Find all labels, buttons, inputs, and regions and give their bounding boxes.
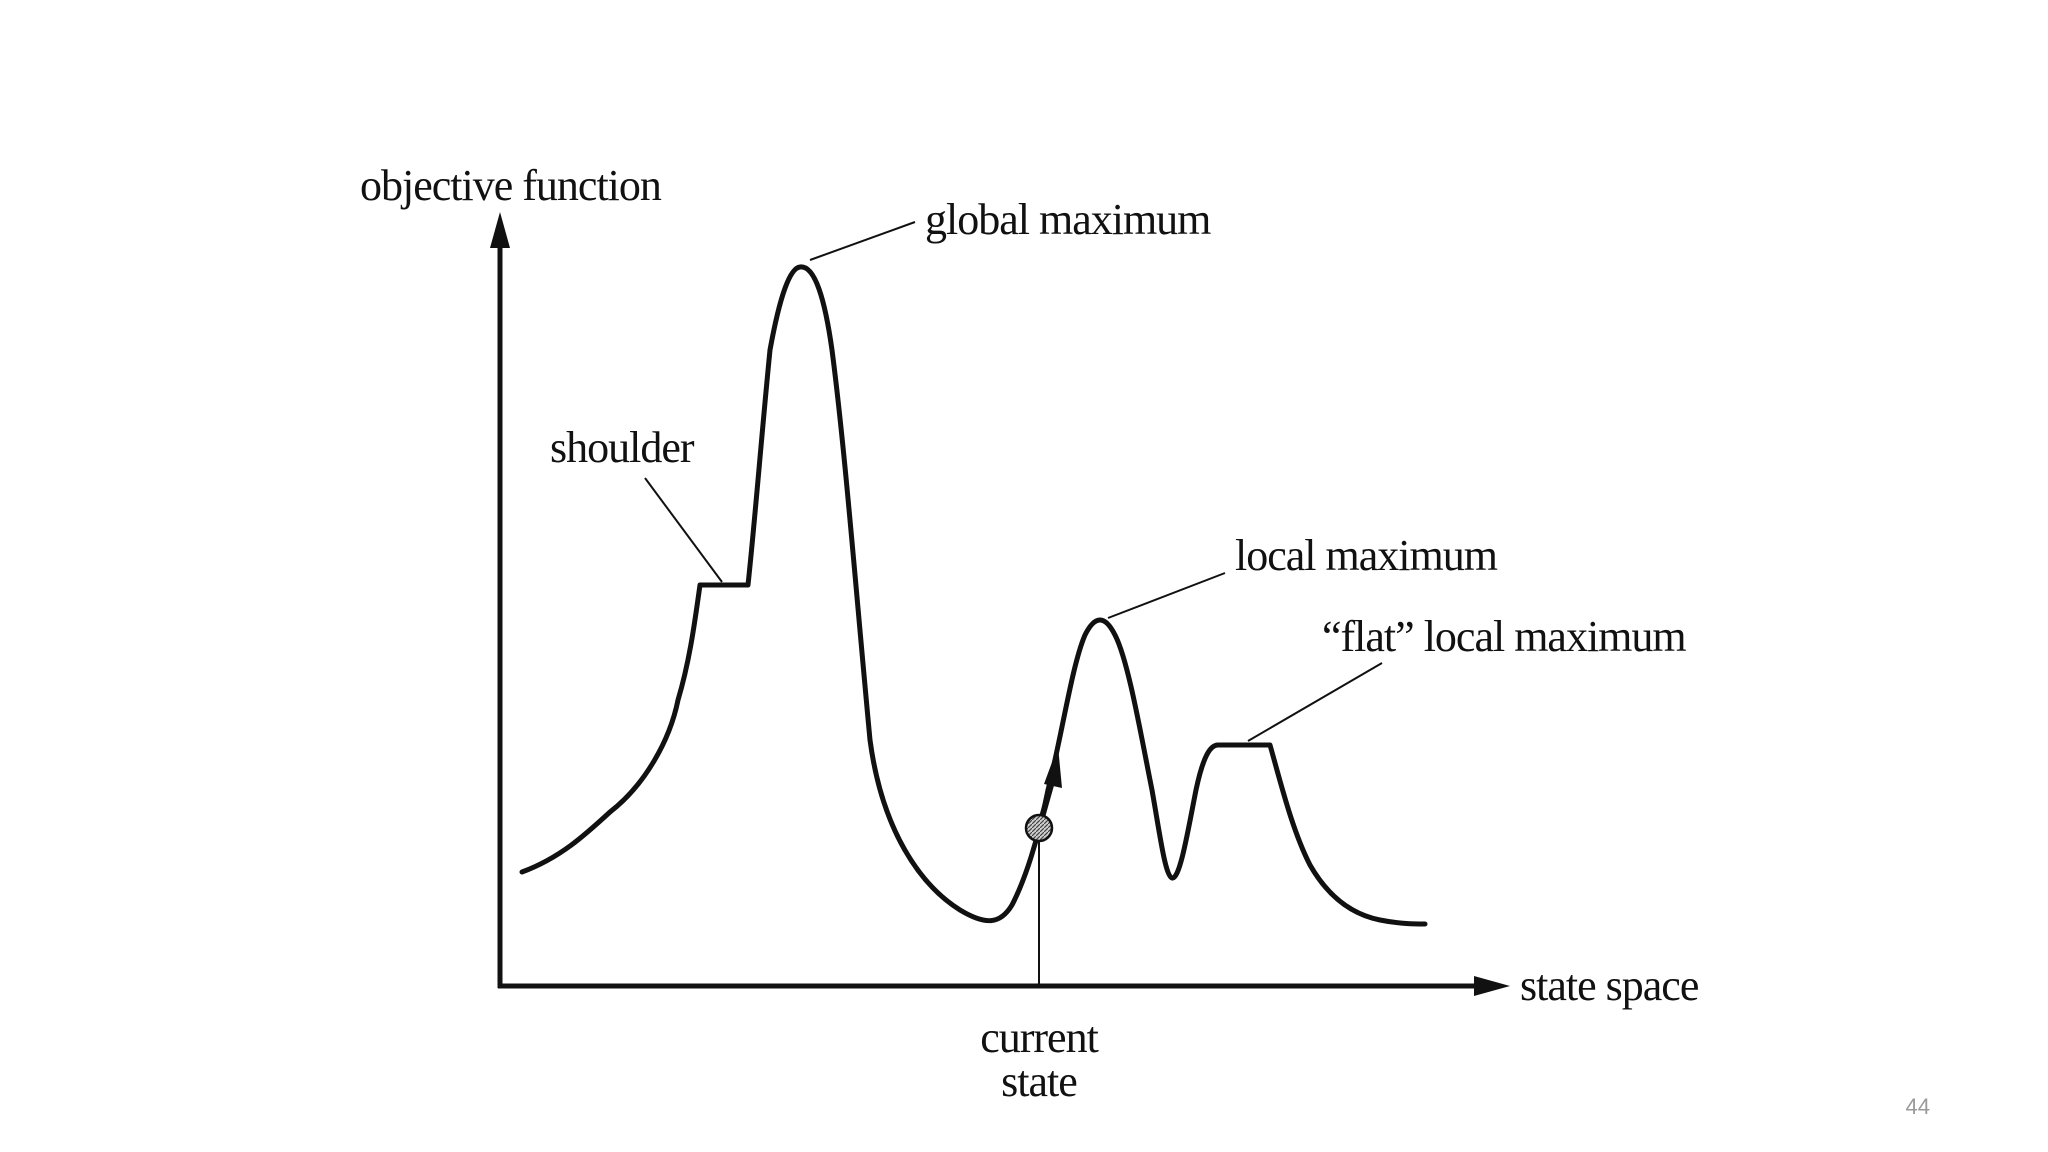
flat-local-maximum-label: “flat” local maximum (1322, 612, 1686, 661)
x-axis-label: state space (1520, 961, 1698, 1010)
shoulder-leader (644, 477, 723, 583)
current-state-label-line1: current (980, 1013, 1098, 1062)
flat-local-maximum-leader (1247, 662, 1383, 742)
current-state-marker (1024, 746, 1062, 985)
current-state-label-line2: state (1001, 1057, 1077, 1106)
y-axis-label: objective function (360, 161, 662, 210)
axes (490, 212, 1510, 996)
current-state-dot (1024, 813, 1054, 843)
leader-lines (644, 221, 1383, 742)
local-maximum-leader (1107, 572, 1226, 619)
global-maximum-leader (809, 221, 916, 261)
shoulder-label: shoulder (550, 423, 695, 472)
objective-function-curve (519, 264, 1428, 927)
y-axis-arrowhead (490, 212, 510, 248)
x-axis-arrowhead (1474, 976, 1510, 996)
uphill-arrowhead (1044, 746, 1062, 788)
global-maximum-label: global maximum (925, 195, 1211, 244)
slide-number: 44 (1905, 1094, 1930, 1119)
local-maximum-label: local maximum (1235, 531, 1498, 580)
